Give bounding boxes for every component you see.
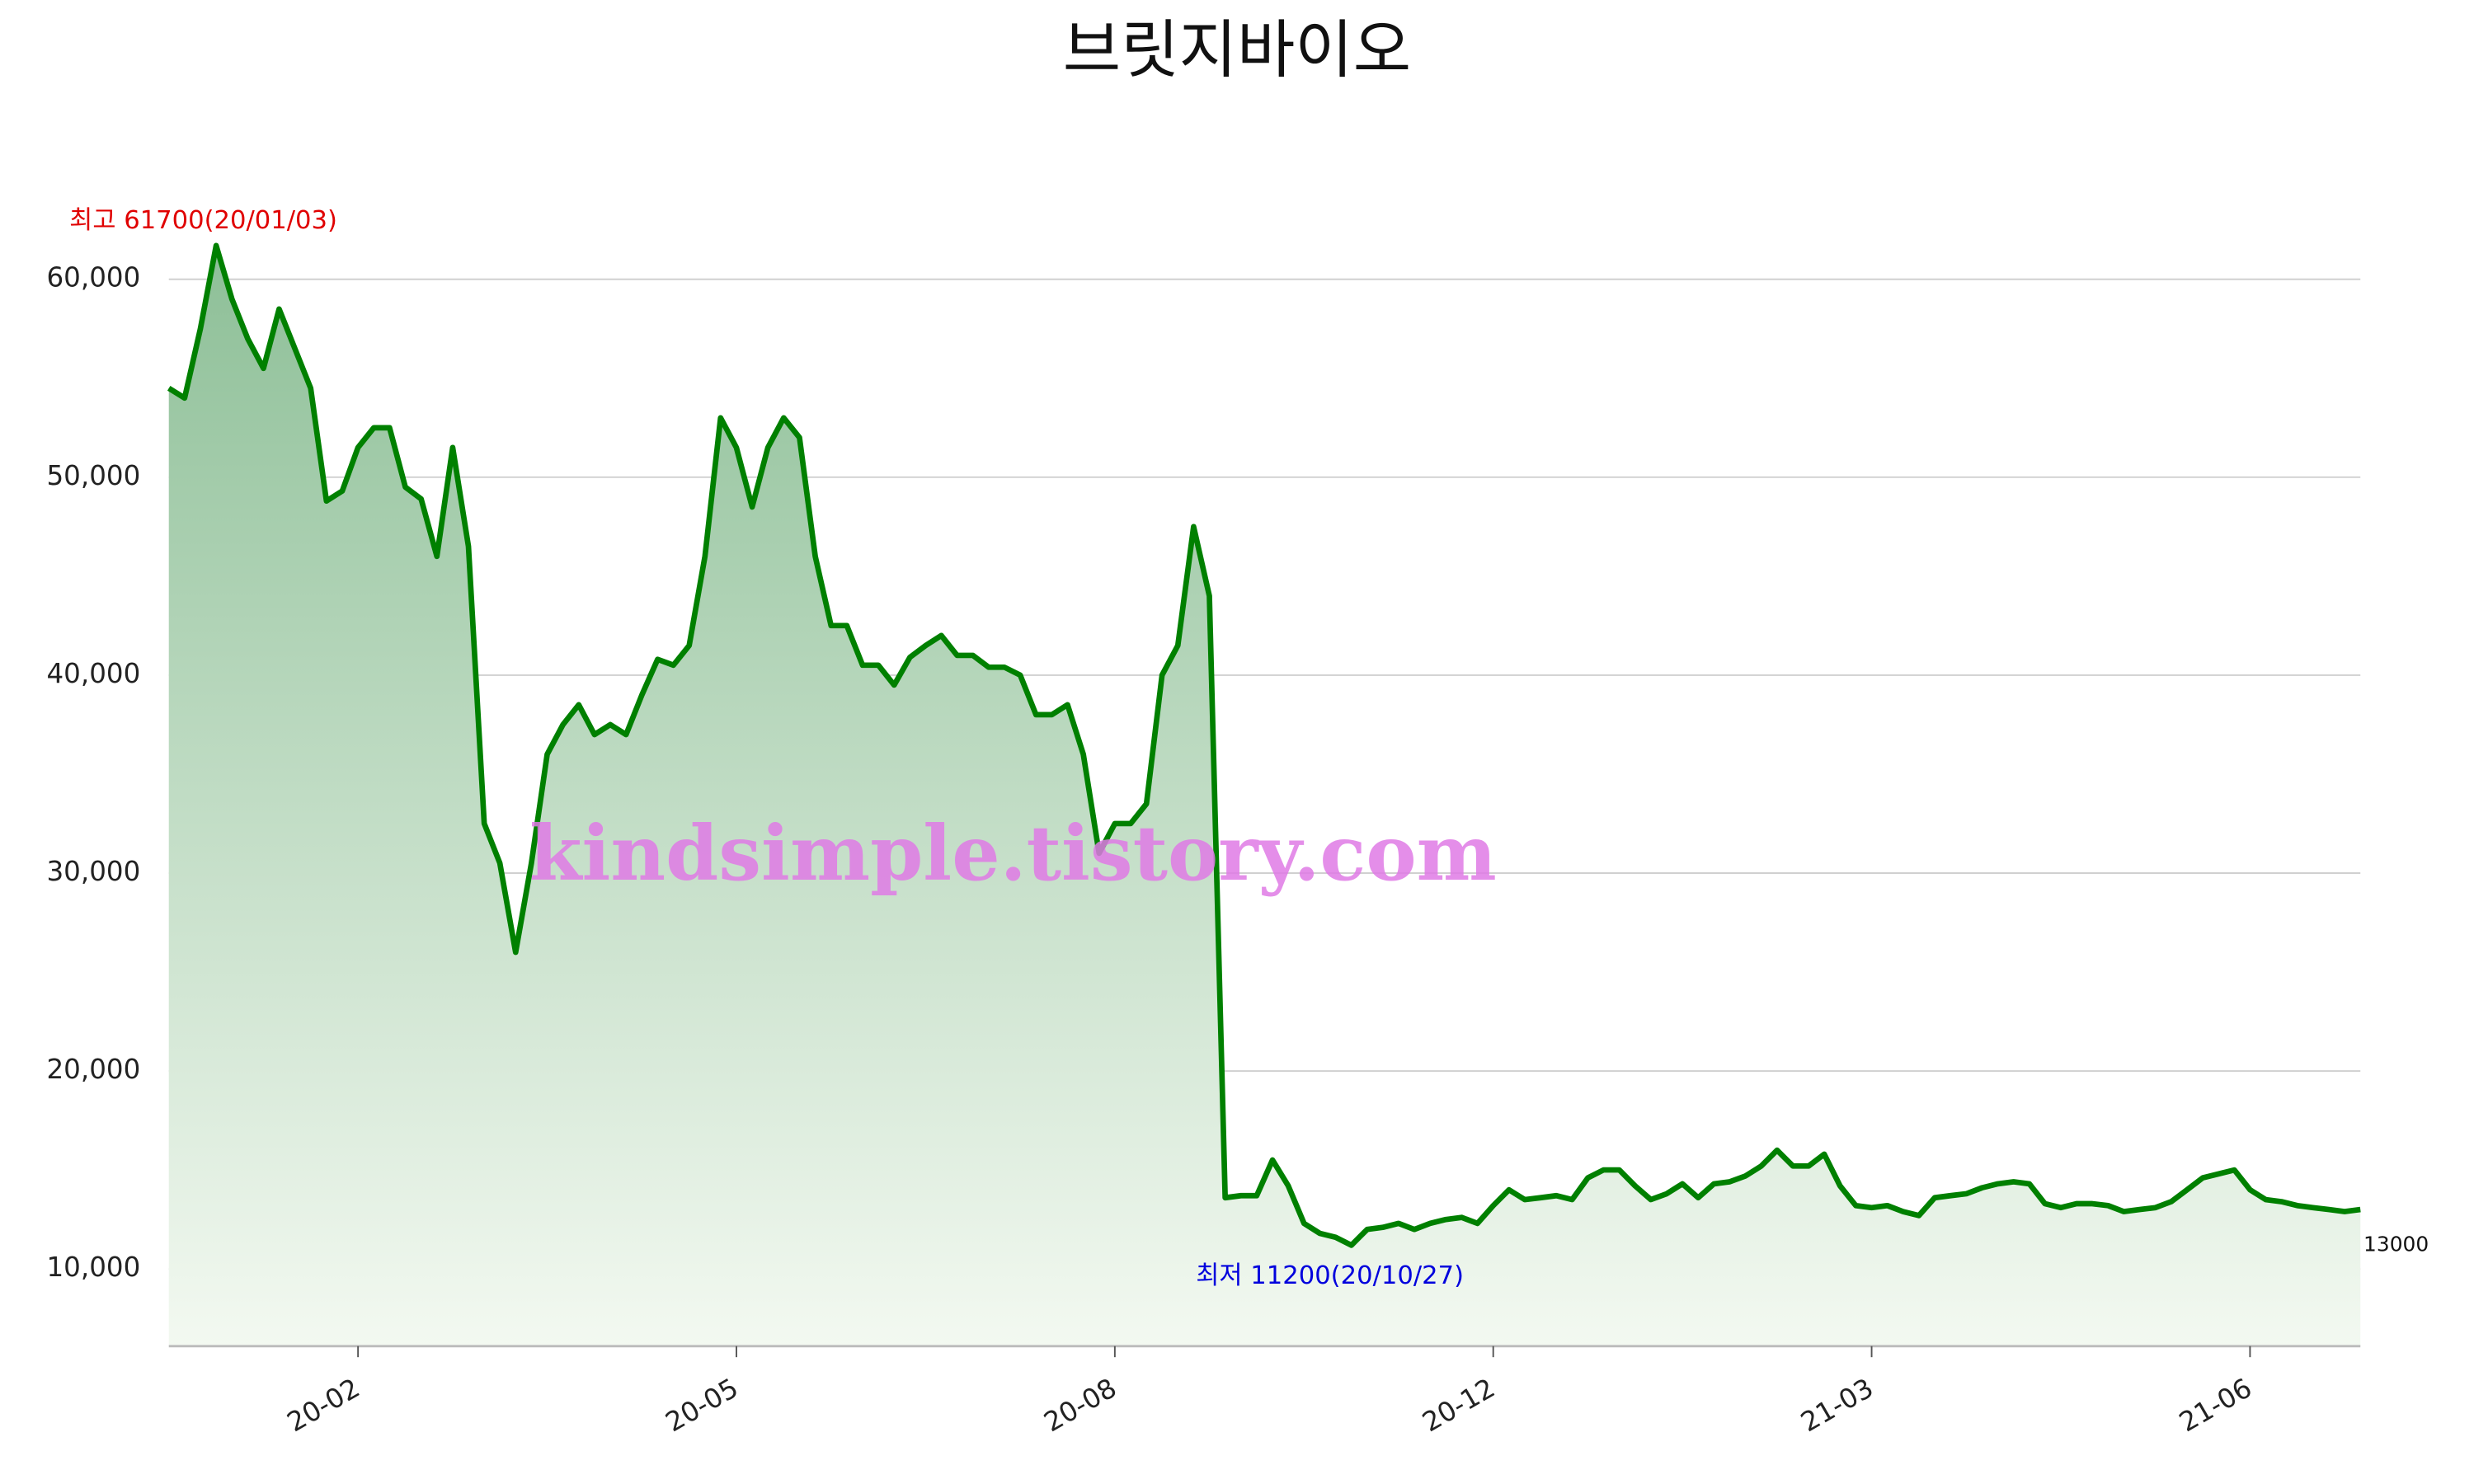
x-tick-label: 21-06 xyxy=(2174,1372,2257,1438)
y-tick-label: 10,000 xyxy=(46,1252,140,1283)
area xyxy=(168,245,2361,1346)
watermark: kindsimple.tistory.com xyxy=(529,809,1497,898)
y-tick-label: 20,000 xyxy=(46,1054,140,1085)
high-annotation: 최고 61700(20/01/03) xyxy=(69,206,337,235)
last-value-label: 13000 xyxy=(2363,1232,2429,1256)
x-tick-label: 20-02 xyxy=(282,1372,365,1438)
y-tick-label: 50,000 xyxy=(46,460,140,491)
y-tick-label: 40,000 xyxy=(46,658,140,689)
x-tick-label: 20-05 xyxy=(661,1372,744,1438)
y-tick-label: 30,000 xyxy=(46,856,140,887)
x-tick-label: 21-03 xyxy=(1795,1372,1879,1438)
x-tick-label: 20-08 xyxy=(1039,1372,1122,1438)
y-tick-label: 60,000 xyxy=(46,262,140,294)
price-line xyxy=(167,242,2361,1248)
low-annotation: 최저 11200(20/10/27) xyxy=(1196,1261,1464,1290)
x-tick-label: 20-12 xyxy=(1417,1372,1500,1438)
chart-title: 브릿지바이오 xyxy=(1063,14,1411,87)
